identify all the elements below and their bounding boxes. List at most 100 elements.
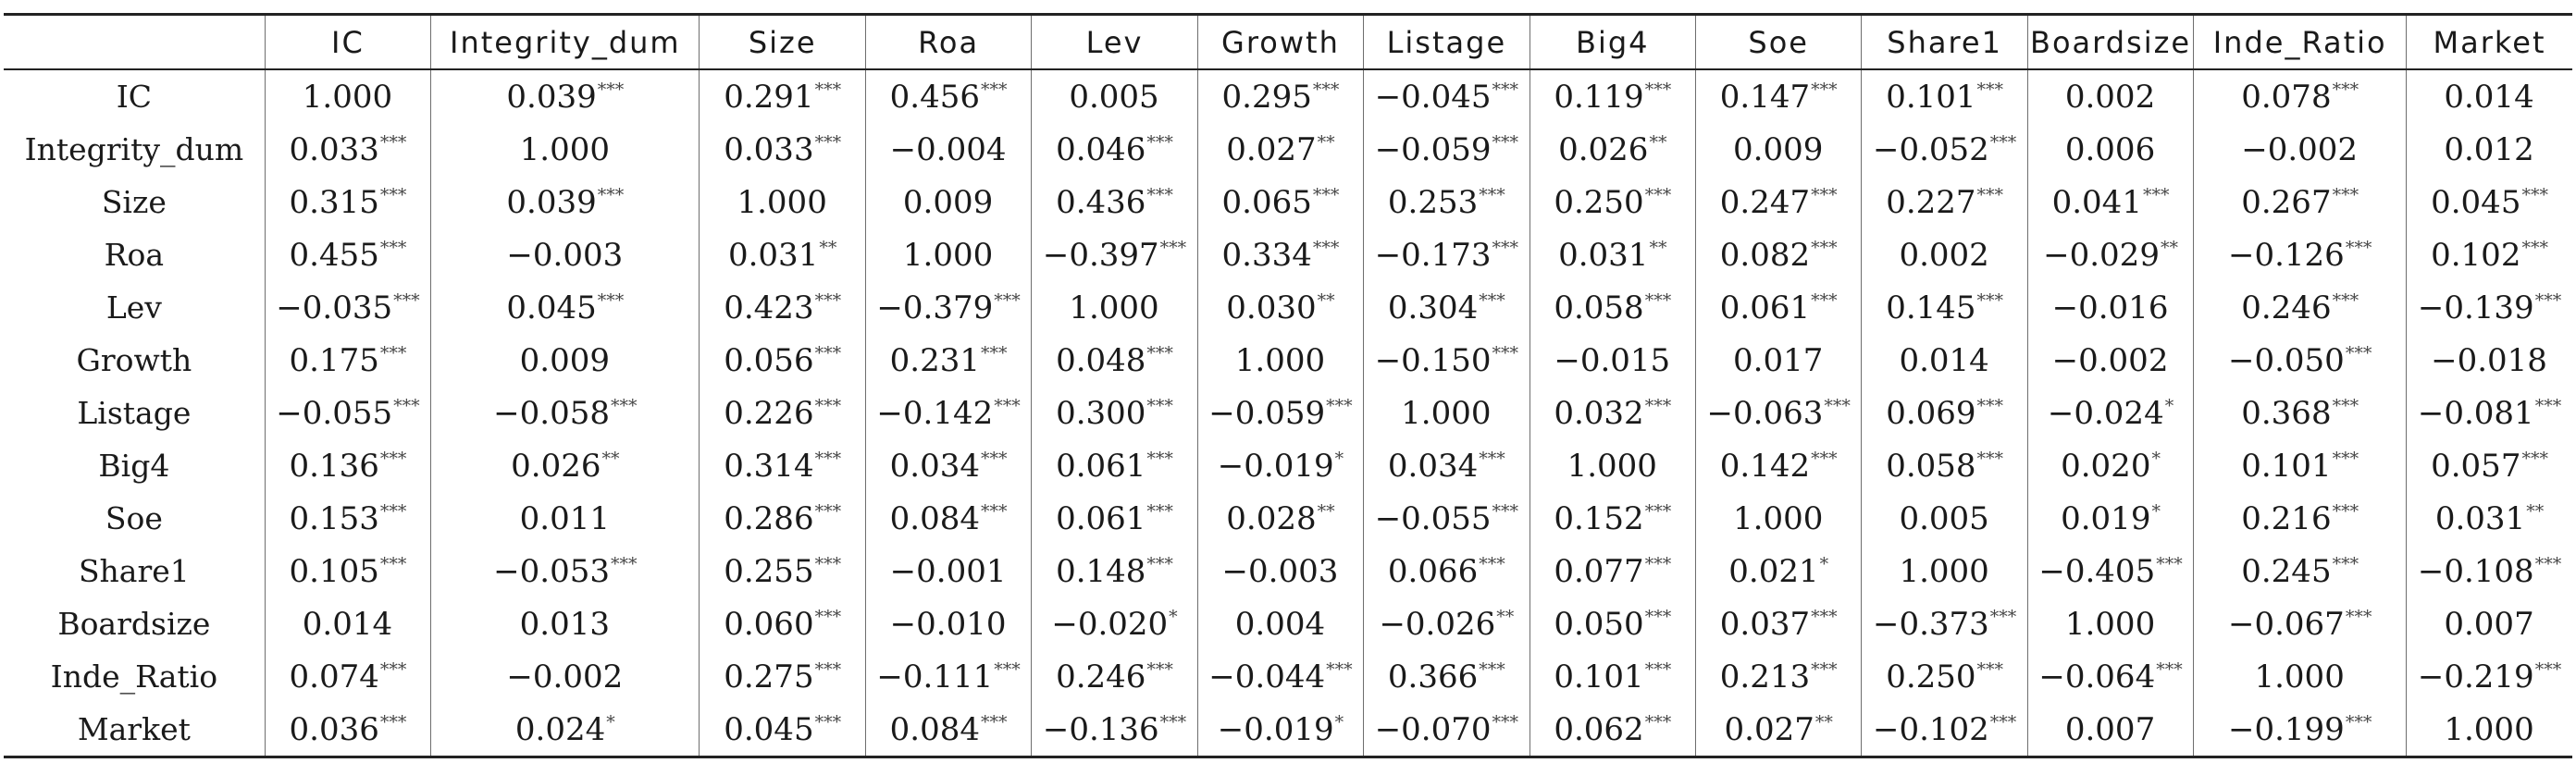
coefficient-value: 0.286 [724,499,814,537]
coefficient-value: 0.314 [724,447,814,485]
significance-stars: *** [1811,289,1838,311]
coefficient-value: 0.045 [724,710,814,748]
correlation-cell: 0.247*** [1694,176,1862,228]
coefficient-value: 1.000 [302,78,393,116]
coefficient-value: 1.000 [1401,394,1492,432]
correlation-cell: −0.044*** [1196,650,1364,703]
coefficient-value: 0.456 [889,78,980,116]
correlation-cell: 0.027** [1196,123,1364,176]
significance-stars: ** [1649,237,1667,258]
correlation-cell: −0.055*** [1363,492,1530,545]
correlation-cell: 0.061*** [1031,439,1198,492]
correlation-cell: 0.039*** [430,176,700,228]
significance-stars: *** [1479,448,1505,469]
coefficient-value: 0.033 [724,130,814,168]
coefficient-value: 0.046 [1056,130,1146,168]
coefficient-value: −0.052 [1872,130,1989,168]
correlation-cell: 0.253*** [1363,176,1530,228]
correlation-cell: 0.012 [2406,123,2572,176]
significance-stars: *** [814,395,842,416]
significance-stars: *** [379,658,407,680]
coefficient-value: −0.001 [889,552,1007,590]
coefficient-value: 0.004 [1234,605,1326,643]
correlation-cell: 0.002 [1861,228,2028,281]
significance-stars: *** [1644,606,1672,627]
correlation-cell: 0.082*** [1694,228,1862,281]
significance-stars: *** [814,658,842,680]
coefficient-value: −0.015 [1554,341,1671,379]
significance-stars: *** [1312,237,1340,258]
correlation-cell: 0.101*** [1861,69,2028,123]
correlation-cell: −0.142*** [864,387,1032,439]
correlation-cell: 0.304*** [1363,281,1530,334]
coefficient-value: 1.000 [1899,552,1989,590]
coefficient-value: 0.315 [289,183,379,221]
correlation-cell: 1.000 [1196,334,1364,387]
correlation-cell: 0.019* [2026,492,2194,545]
correlation-cell: 0.024* [430,703,700,758]
significance-stars: *** [597,289,625,311]
coefficient-value: −0.002 [2241,130,2359,168]
coefficient-value: 0.056 [724,341,814,379]
correlation-cell: 0.031** [2406,492,2572,545]
correlation-cell: 1.000 [2026,597,2194,650]
coefficient-value: 0.026 [511,447,601,485]
significance-stars: *** [1146,184,1173,205]
coefficient-value: −0.004 [889,130,1007,168]
significance-stars: *** [814,711,842,732]
significance-stars: *** [1644,184,1672,205]
coefficient-value: 0.455 [289,236,379,274]
significance-stars: *** [1146,500,1173,522]
correlation-cell: −0.052*** [1861,123,2028,176]
coefficient-value: 0.334 [1221,236,1312,274]
correlation-cell: −0.126*** [2193,228,2407,281]
correlation-cell: 0.045*** [430,281,700,334]
correlation-cell: 0.005 [1861,492,2028,545]
coefficient-value: −0.019 [1217,710,1334,748]
correlation-cell: 0.105*** [264,545,431,597]
column-header: Growth [1196,13,1364,70]
significance-stars: * [606,711,615,732]
significance-stars: *** [981,448,1008,469]
coefficient-value: −0.050 [2227,341,2345,379]
correlation-cell: 0.300*** [1031,387,1198,439]
correlation-cell: 0.077*** [1529,545,1696,597]
table-row: Market 0.036*** 0.024* 0.045*** 0.084*** −0.1… [4,703,2572,758]
coefficient-value: 0.058 [1554,289,1644,326]
correlation-cell: −0.002 [2193,123,2407,176]
significance-stars: *** [1146,395,1173,416]
correlation-cell: 0.423*** [699,281,866,334]
coefficient-value: 0.045 [506,289,597,326]
significance-stars: *** [1989,711,2017,732]
correlation-cell: −0.219*** [2406,650,2572,703]
coefficient-value: −0.067 [2227,605,2345,643]
coefficient-value: 0.105 [289,552,379,590]
significance-stars: * [1169,606,1178,627]
coefficient-value: 0.060 [724,605,814,643]
significance-stars: *** [610,553,638,574]
significance-stars: *** [1644,395,1672,416]
correlation-cell: 0.037*** [1694,597,1862,650]
correlation-cell: 0.002 [2026,69,2194,123]
coefficient-value: 0.027 [1724,710,1814,748]
coefficient-value: 1.000 [902,236,994,274]
correlation-cell: 1.000 [1694,492,1862,545]
correlation-cell: −0.003 [1196,545,1364,597]
coefficient-value: 0.014 [1899,341,1989,379]
coefficient-value: −0.142 [876,394,994,432]
significance-stars: *** [1146,342,1173,363]
significance-stars: *** [1479,553,1505,574]
coefficient-value: 0.048 [1056,341,1146,379]
correlation-cell: 0.226*** [699,387,866,439]
coefficient-value: 0.074 [289,658,379,695]
correlation-cell: 0.250*** [1861,650,2028,703]
coefficient-value: 0.061 [1056,447,1146,485]
significance-stars: *** [2332,395,2359,416]
correlation-cell: 0.004 [1196,597,1364,650]
coefficient-value: 1.000 [1733,499,1824,537]
coefficient-value: 0.304 [1387,289,1479,326]
coefficient-value: 0.267 [2241,183,2332,221]
coefficient-value: −0.059 [1208,394,1326,432]
correlation-cell: −0.373*** [1861,597,2028,650]
coefficient-value: 0.295 [1221,78,1312,116]
